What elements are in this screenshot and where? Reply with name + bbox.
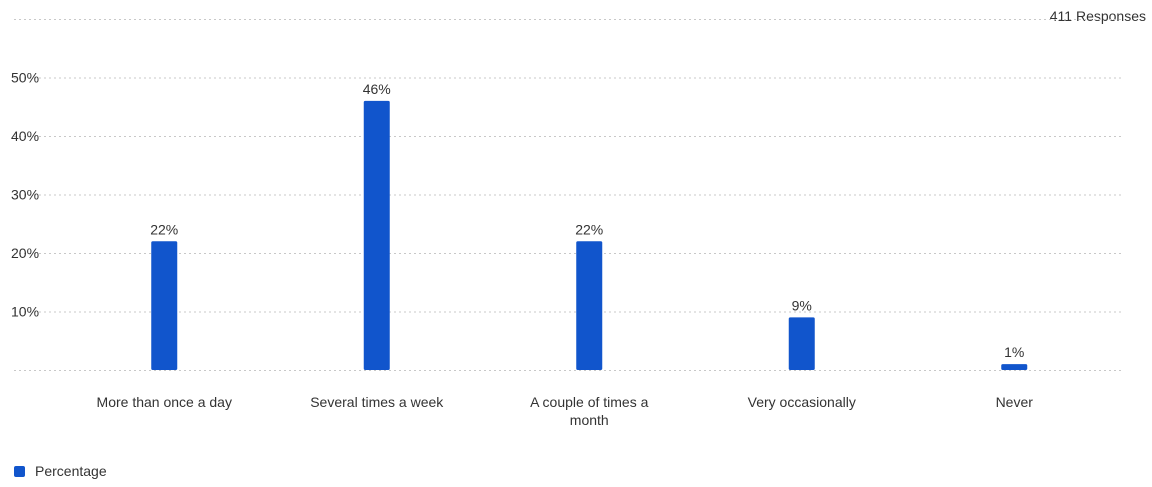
data-label: 22%	[150, 221, 178, 237]
responses-count: 411 Responses	[1049, 8, 1146, 24]
data-label: 9%	[792, 297, 812, 313]
y-axis-ticks: 10% 20% 30% 40% 50%	[11, 70, 39, 320]
bar	[363, 100, 390, 371]
legend: Percentage	[14, 463, 107, 479]
data-label: 1%	[1004, 344, 1024, 360]
y-tick-label: 40%	[11, 128, 39, 144]
bar	[788, 317, 815, 370]
x-tick-label: Never	[996, 394, 1034, 410]
gridlines	[14, 19, 1122, 371]
y-tick-label: 10%	[11, 304, 39, 320]
y-tick-label: 50%	[11, 70, 39, 86]
x-tick-label: Several times a week	[310, 394, 444, 410]
x-axis-categories: More than once a day Several times a week…	[97, 394, 1034, 428]
x-tick-label: A couple of times a month	[530, 394, 649, 428]
x-tick-label: More than once a day	[97, 394, 232, 410]
bar	[1001, 364, 1028, 370]
data-label: 46%	[363, 81, 391, 97]
value-labels: 22% 46% 22% 9% 1%	[150, 81, 1024, 360]
data-label: 22%	[575, 221, 603, 237]
y-tick-label: 30%	[11, 187, 39, 203]
legend-label: Percentage	[35, 463, 107, 479]
bar	[151, 241, 178, 370]
bar	[576, 241, 603, 370]
y-tick-label: 20%	[11, 245, 39, 261]
legend-swatch	[14, 465, 25, 477]
bars	[151, 100, 1028, 371]
x-tick-label: Very occasionally	[748, 394, 856, 410]
